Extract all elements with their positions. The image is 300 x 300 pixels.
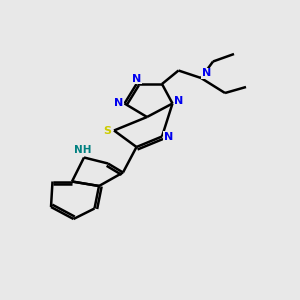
- Text: N: N: [114, 98, 123, 109]
- Text: NH: NH: [74, 145, 91, 155]
- Text: N: N: [132, 74, 141, 84]
- Text: N: N: [202, 68, 211, 79]
- Text: N: N: [164, 131, 173, 142]
- Text: N: N: [175, 95, 184, 106]
- Text: S: S: [103, 125, 111, 136]
